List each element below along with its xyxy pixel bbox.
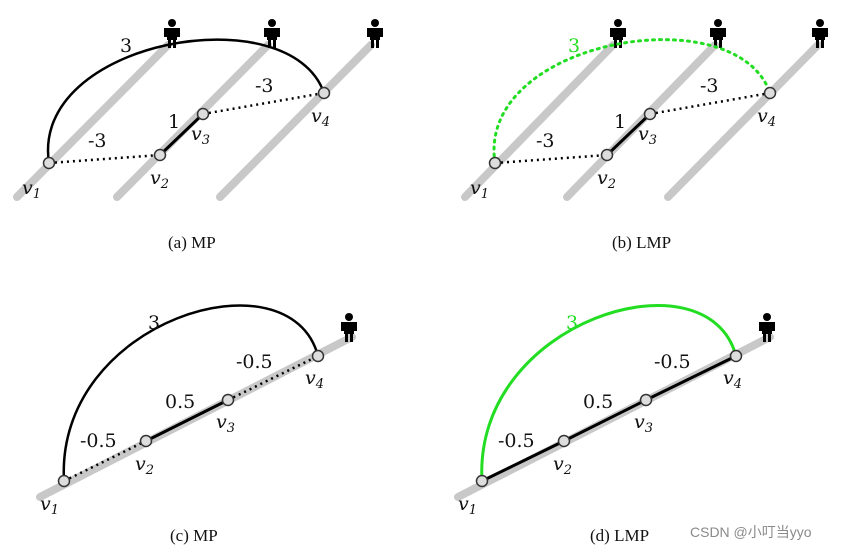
node-label-v4: v4 <box>311 105 330 130</box>
edge-v3-v4 <box>649 91 771 116</box>
node-v3 <box>643 107 657 121</box>
node-label-v4: v4 <box>757 105 776 130</box>
edge-v1-v2 <box>481 439 565 483</box>
node-label-v4: v4 <box>723 367 742 392</box>
node-label-v2: v2 <box>150 167 169 192</box>
node-v4 <box>317 86 331 100</box>
edge-label: -0.5 <box>498 430 535 452</box>
node-v2 <box>557 434 571 448</box>
edge-v1-v4 <box>46 38 326 164</box>
node-v1 <box>475 474 489 488</box>
edge-v1-v2 <box>48 153 161 165</box>
panel-b: 3 -3 1 -3 v1 v2 v3 v4 (b) LMP <box>461 19 828 252</box>
caption-c: (c) MP <box>170 526 218 545</box>
edge-label: 1 <box>614 111 626 133</box>
node-v1 <box>488 156 502 170</box>
node-label-v2: v2 <box>135 453 154 478</box>
node-v2 <box>139 434 153 448</box>
node-v4 <box>311 349 325 363</box>
node-label-v3: v3 <box>216 411 235 436</box>
edge-v2-v3 <box>605 112 652 157</box>
caption-a: (a) MP <box>168 233 216 252</box>
edge-label: 3 <box>120 35 132 57</box>
node-v3 <box>196 107 210 121</box>
node-v2 <box>600 148 614 162</box>
panel-a: 3 -3 1 -3 v1 v2 v3 v4 (a) MP <box>13 19 383 252</box>
node-v1 <box>42 156 56 170</box>
track-3 <box>216 41 375 201</box>
edge-label: -3 <box>536 130 555 152</box>
node-v3 <box>639 393 653 407</box>
node-v3 <box>221 393 235 407</box>
edge-label: 3 <box>566 312 578 334</box>
track-2 <box>113 41 272 201</box>
edge-v1-v4 <box>62 304 320 482</box>
node-label-v3: v3 <box>191 123 210 148</box>
panel-c: 3 -0.5 0.5 -0.5 v1 v2 v3 v4 (c) MP <box>36 304 357 545</box>
node-label-v1: v1 <box>458 493 477 518</box>
panel-d: 3 -0.5 0.5 -0.5 v1 v2 v3 v4 (d) LMP <box>454 304 775 545</box>
edge-v1-v2 <box>494 153 608 165</box>
caption-b: (b) LMP <box>612 233 671 252</box>
edge-v3-v4 <box>645 354 737 402</box>
track-1 <box>461 41 617 201</box>
edge-label: -0.5 <box>80 430 117 452</box>
edge-v2-v3 <box>145 398 229 443</box>
edge-label: 3 <box>148 312 160 334</box>
edge-label: -3 <box>255 75 274 97</box>
edge-label: -3 <box>700 75 719 97</box>
edge-label: -0.5 <box>236 351 273 373</box>
node-v1 <box>57 474 71 488</box>
edge-v2-v3 <box>563 398 647 443</box>
node-label-v3: v3 <box>634 411 653 436</box>
edge-v1-v4 <box>480 304 738 482</box>
edge-label: 3 <box>568 35 580 57</box>
edge-label: -0.5 <box>654 351 691 373</box>
edge-label: 1 <box>168 111 180 133</box>
caption-d: (d) LMP <box>590 526 649 545</box>
edge-label: -3 <box>88 130 107 152</box>
node-label-v3: v3 <box>638 123 657 148</box>
node-v4 <box>763 86 777 100</box>
track-3 <box>664 41 822 201</box>
edge-v3-v4 <box>202 91 325 116</box>
node-label-v4: v4 <box>305 367 324 392</box>
edge-v1-v4 <box>492 38 772 165</box>
track-1 <box>13 41 172 201</box>
edge-v2-v3 <box>158 112 205 157</box>
node-label-v2: v2 <box>553 453 572 478</box>
node-label-v1: v1 <box>40 493 59 518</box>
edge-label: 0.5 <box>165 391 195 413</box>
watermark: CSDN @小叮当yyo <box>690 524 812 540</box>
node-v2 <box>153 148 167 162</box>
node-v4 <box>729 349 743 363</box>
node-label-v2: v2 <box>597 167 616 192</box>
edge-label: 0.5 <box>583 391 613 413</box>
